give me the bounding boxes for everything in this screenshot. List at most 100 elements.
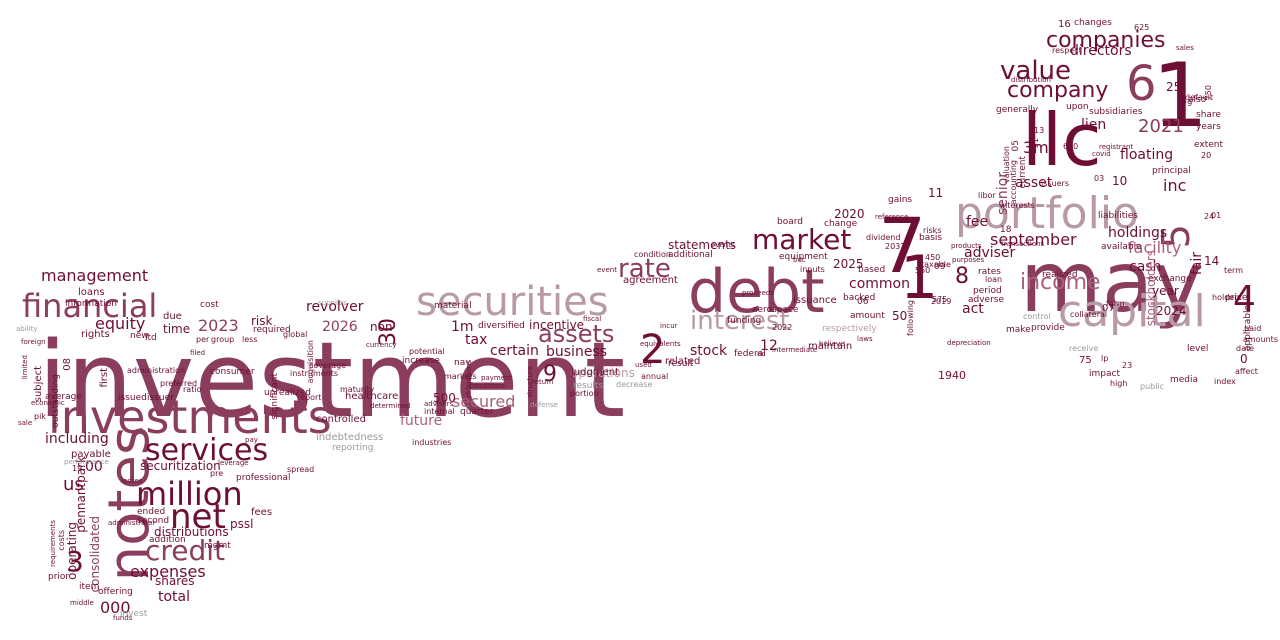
cloud-word: issuance <box>793 295 837 306</box>
cloud-word: board <box>777 217 803 227</box>
cloud-word: sale <box>18 419 33 427</box>
cloud-word: also <box>1188 95 1207 105</box>
cloud-word: 750 <box>1204 85 1213 101</box>
cloud-word: company <box>1007 78 1109 103</box>
cloud-word: 2025 <box>833 257 864 271</box>
cloud-word: loans <box>78 287 105 298</box>
cloud-word: reporting <box>332 443 374 453</box>
cloud-word: internal <box>424 407 455 416</box>
cloud-word: depreciation <box>947 339 991 347</box>
cloud-word: net <box>170 497 226 537</box>
cloud-word: secured <box>452 392 516 411</box>
cloud-word: operations <box>571 366 635 380</box>
cloud-word: currency <box>366 341 397 349</box>
cloud-word: 31 <box>1031 138 1040 149</box>
cloud-word: 75 <box>1079 355 1092 366</box>
cloud-word: payment <box>481 374 513 382</box>
cloud-word: 01 <box>1211 211 1222 220</box>
cloud-word: 000 <box>100 598 131 617</box>
cloud-word: level <box>1187 344 1209 354</box>
cloud-word: form <box>1106 299 1125 308</box>
cloud-word: middle <box>70 599 94 607</box>
cloud-word: new <box>130 331 149 341</box>
cloud-word: prior <box>48 572 70 582</box>
cloud-word: 12 <box>760 338 778 354</box>
cloud-word: interests <box>1000 201 1035 210</box>
cloud-word: 600 <box>1063 142 1079 151</box>
cloud-word: average <box>45 392 82 402</box>
cloud-word: used <box>635 361 652 369</box>
cloud-word: preferred <box>160 379 198 388</box>
cloud-word: pssl <box>230 517 254 531</box>
cloud-word: basis <box>919 233 943 243</box>
cloud-word: portfolio <box>955 188 1139 239</box>
cloud-word: significant <box>270 373 280 420</box>
cloud-word: incentive <box>529 318 585 332</box>
cloud-word: products <box>951 242 982 250</box>
cloud-word: federal <box>734 349 766 359</box>
cloud-word: default <box>1185 93 1214 102</box>
cloud-word: maturity <box>340 385 375 394</box>
cloud-word: global <box>283 330 308 339</box>
cloud-word: 2022 <box>772 323 793 332</box>
cloud-word: healthcare <box>345 391 399 402</box>
cloud-word: rate <box>618 254 671 284</box>
cloud-word: shares <box>155 574 195 588</box>
cloud-word: report <box>297 393 322 402</box>
cloud-word: pik <box>34 412 46 421</box>
cloud-word: leverage <box>218 459 249 467</box>
cloud-word: issuer <box>147 393 174 403</box>
cloud-word: period <box>973 286 1002 296</box>
cloud-word: intermediate <box>772 346 818 354</box>
cloud-word: directors <box>1070 43 1132 59</box>
cloud-word: 23 <box>1122 361 1133 370</box>
cloud-word: subject <box>33 366 44 403</box>
cloud-word: markets <box>444 372 477 381</box>
cloud-word: 6 <box>1126 56 1157 112</box>
cloud-word: 19 <box>72 464 83 473</box>
cloud-word: inputs <box>800 265 825 274</box>
cloud-word: risk <box>251 314 273 328</box>
cloud-word: 1m <box>451 319 474 335</box>
cloud-word: 06 <box>857 297 869 307</box>
cloud-word: 00 <box>85 459 103 475</box>
cloud-word: securitization <box>140 459 221 473</box>
cloud-word: equivalents <box>640 340 681 348</box>
cloud-word: ltd <box>145 333 157 343</box>
cloud-word: bdc <box>793 256 806 264</box>
cloud-word: coverage <box>309 361 347 370</box>
cloud-word: tax <box>465 332 488 348</box>
cloud-word: 25 <box>1166 80 1182 94</box>
cloud-word: companies <box>1046 28 1166 53</box>
cloud-word: public <box>1140 382 1165 391</box>
cloud-word: transactions <box>1001 240 1045 248</box>
cloud-word: supplies <box>318 299 347 307</box>
cloud-word: group <box>211 335 235 344</box>
cloud-word: 1940 <box>938 369 966 382</box>
cloud-word: years <box>1196 122 1221 132</box>
cloud-word: applicable <box>1243 305 1253 352</box>
cloud-word: management <box>41 266 149 285</box>
cloud-word: issued <box>118 393 147 403</box>
cloud-word: foreign <box>21 338 46 346</box>
cloud-word: 20 <box>1201 151 1212 160</box>
cloud-word: exchange <box>1148 274 1192 284</box>
cloud-word: 10 <box>1112 174 1128 188</box>
cloud-word: economic <box>31 399 65 407</box>
cloud-word: act <box>962 301 984 317</box>
cloud-word: holders <box>1212 293 1242 302</box>
cloud-word: performance <box>64 458 109 466</box>
cloud-word: collateral <box>1070 310 1108 319</box>
cloud-word: industries <box>412 438 452 447</box>
cloud-word: including <box>45 431 109 447</box>
cloud-word: services <box>145 433 269 468</box>
cloud-word: 2021 <box>1138 116 1184 137</box>
cloud-word: libor <box>978 191 996 200</box>
cloud-word: amount <box>850 311 885 321</box>
cloud-word: liabilities <box>1098 211 1138 221</box>
cloud-word: statements <box>668 238 737 252</box>
cloud-word: determined <box>370 402 411 410</box>
cloud-word: million <box>136 475 243 513</box>
cloud-word: 450 <box>925 253 941 262</box>
cloud-word: 2026 <box>322 319 358 335</box>
